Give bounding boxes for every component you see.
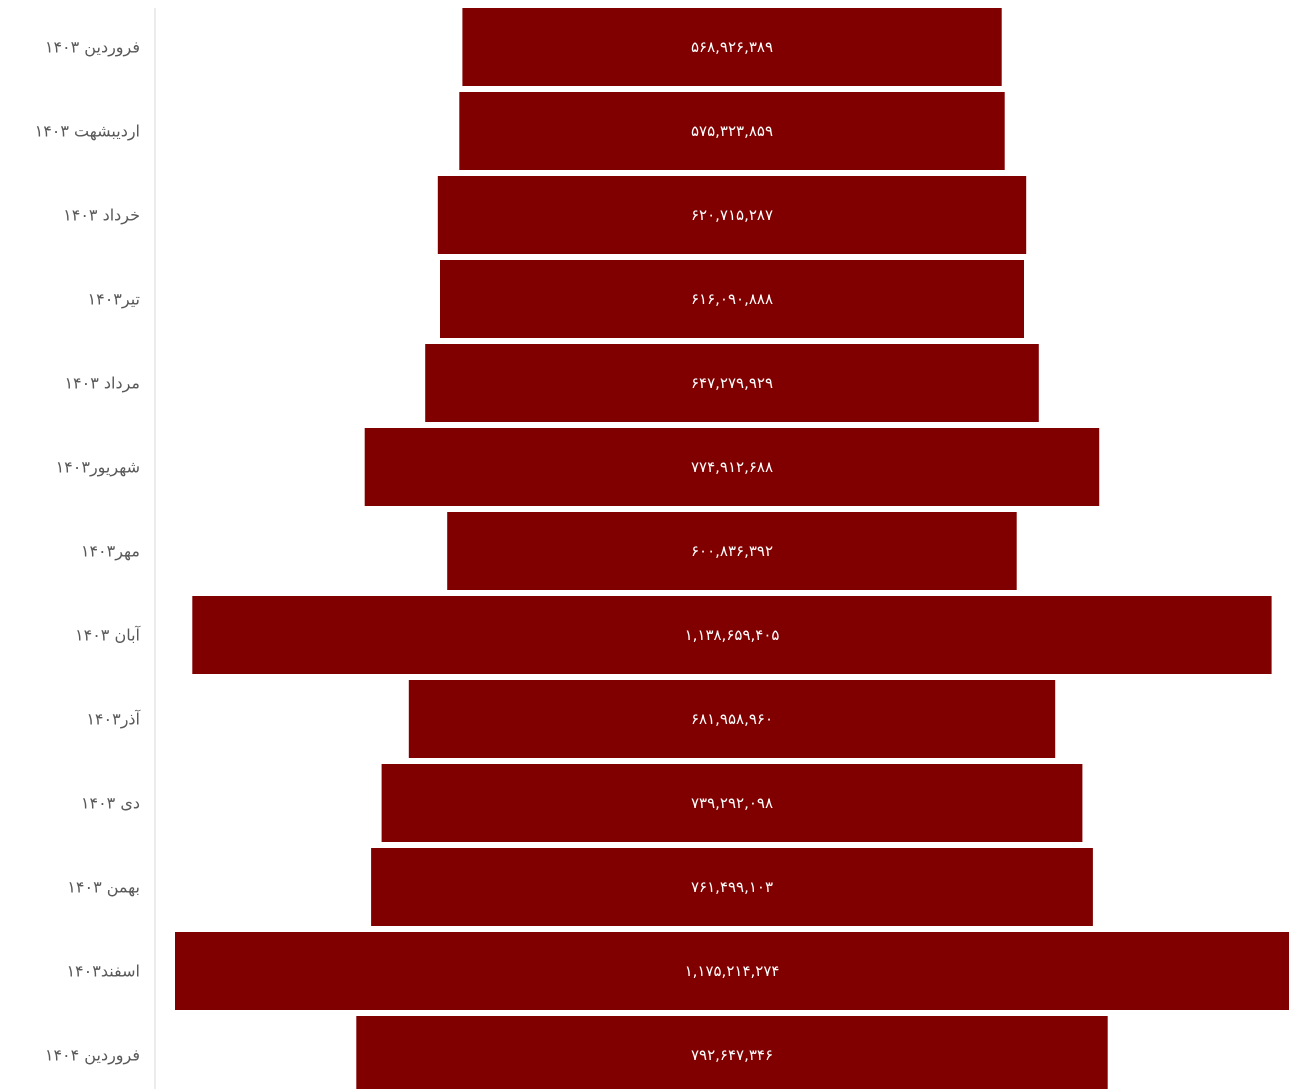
bar-value-label: ۷۳۹,۲۹۲,۰۹۸ xyxy=(691,794,773,812)
category-tick-label: بهمن ۱۴۰۳ xyxy=(67,878,140,898)
category-tick-label: آبان ۱۴۰۳ xyxy=(75,626,142,645)
bar-value-label: ۷۹۲,۶۴۷,۳۴۶ xyxy=(691,1046,773,1064)
bar xyxy=(425,344,1039,422)
category-tick-label: مرداد ۱۴۰۳ xyxy=(64,374,140,394)
bar-value-label: ۷۶۱,۴۹۹,۱۰۳ xyxy=(691,878,773,896)
bar xyxy=(462,8,1002,86)
category-tick-label: دی ۱۴۰۳ xyxy=(81,794,140,813)
bar xyxy=(408,680,1056,758)
category-tick-label: خرداد ۱۴۰۳ xyxy=(63,206,140,226)
bars-layer: ۵۶۸,۹۲۶,۳۸۹ ۵۷۵,۳۲۳,۸۵۹ ۶۲۰,۷۱۵,۲۸۷ ۶۱۶,۰۹۰… xyxy=(175,8,1289,1089)
bar-value-label: ۶۸۱,۹۵۸,۹۶۰ xyxy=(691,710,773,728)
bar xyxy=(459,92,1005,170)
bar-value-label: ۱,۱۳۸,۶۵۹,۴۰۵ xyxy=(685,626,780,644)
bar xyxy=(437,176,1027,254)
category-tick-label: فروردین ۱۴۰۳ xyxy=(45,38,140,58)
bar xyxy=(175,932,1289,1010)
bar xyxy=(192,596,1272,674)
bar-value-label: ۵۶۸,۹۲۶,۳۸۹ xyxy=(691,38,773,56)
category-tick-label: آذر۱۴۰۳ xyxy=(86,710,141,730)
category-labels-layer: فروردین ۱۴۰۳ اردیبشهت ۱۴۰۳ خرداد ۱۴۰۳ تیر۱۴… xyxy=(35,38,142,1066)
category-tick-label: تیر۱۴۰۳ xyxy=(88,290,140,310)
bar xyxy=(381,764,1083,842)
bar-value-label: ۵۷۵,۳۲۳,۸۵۹ xyxy=(691,122,773,140)
bar-value-label: ۶۲۰,۷۱۵,۲۸۷ xyxy=(691,206,773,224)
category-tick-label: اسفند۱۴۰۳ xyxy=(66,962,140,981)
category-tick-label: شهریور۱۴۰۳ xyxy=(56,458,140,478)
bar-value-label: ۷۷۴,۹۱۲,۶۸۸ xyxy=(691,458,773,476)
bar xyxy=(364,428,1100,506)
bar-value-label: ۶۰۰,۸۳۶,۳۹۲ xyxy=(691,542,773,560)
category-tick-label: فروردین ۱۴۰۴ xyxy=(45,1046,140,1066)
category-tick-label: مهر۱۴۰۳ xyxy=(81,542,140,562)
bar-value-label: ۶۴۷,۲۷۹,۹۲۹ xyxy=(691,374,773,392)
bar xyxy=(356,1016,1108,1089)
bar xyxy=(440,260,1024,338)
bar-value-label: ۶۱۶,۰۹۰,۸۸۸ xyxy=(691,290,773,308)
category-tick-label: اردیبشهت ۱۴۰۳ xyxy=(35,122,140,142)
bar-value-label: ۱,۱۷۵,۲۱۴,۲۷۴ xyxy=(685,962,780,980)
bar xyxy=(447,512,1017,590)
bar xyxy=(371,848,1093,926)
